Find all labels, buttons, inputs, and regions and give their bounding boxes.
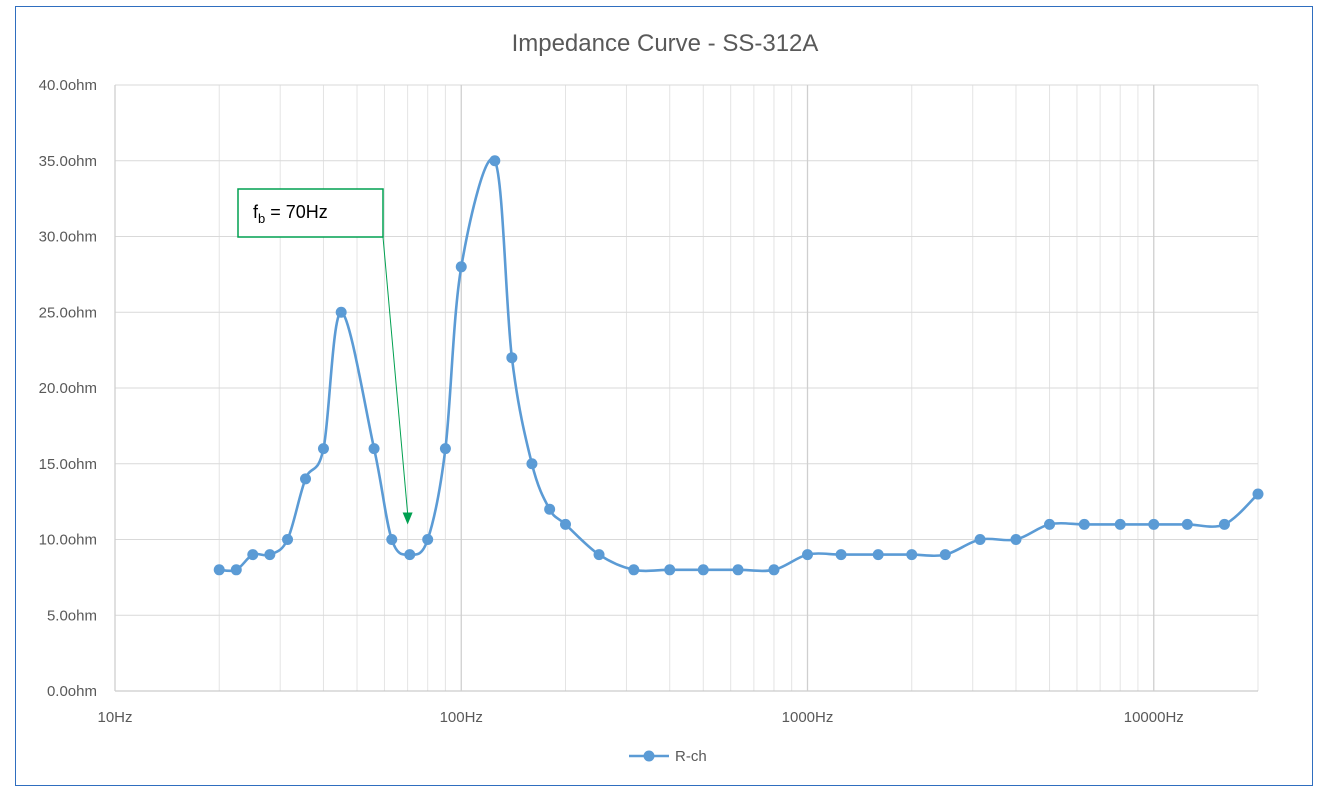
data-point-r-ch — [872, 549, 884, 561]
data-point-r-ch — [768, 564, 780, 576]
chart-frame: Impedance Curve - SS-312A 0.0ohm 5.0ohm 10… — [15, 6, 1313, 786]
data-point-r-ch — [422, 534, 434, 545]
data-point-r-ch — [404, 549, 416, 561]
data-point-r-ch — [974, 534, 986, 545]
y-tick-label: 5.0ohm — [47, 607, 97, 624]
data-point-r-ch — [439, 443, 451, 455]
legend-label-r-ch: R-ch — [675, 748, 707, 765]
data-point-r-ch — [628, 564, 640, 576]
data-point-r-ch — [300, 473, 312, 485]
x-tick-label: 10000Hz — [1124, 709, 1184, 726]
data-point-r-ch — [455, 261, 467, 273]
legend-marker-r-ch — [643, 750, 655, 762]
data-point-r-ch — [506, 352, 518, 364]
y-tick-label: 0.0ohm — [47, 683, 97, 700]
data-point-r-ch — [247, 549, 259, 561]
data-point-r-ch — [1252, 488, 1264, 500]
data-point-r-ch — [230, 564, 242, 576]
data-point-r-ch — [264, 549, 276, 561]
annotation-text: fb = 70Hz — [253, 202, 328, 226]
annotation-arrow — [382, 236, 409, 514]
chart-title: Impedance Curve - SS-312A — [512, 30, 819, 57]
data-point-r-ch — [544, 503, 556, 515]
annotation-arrowhead — [402, 512, 413, 525]
x-tick-label: 1000Hz — [782, 709, 834, 726]
data-point-r-ch — [1114, 518, 1126, 530]
data-point-r-ch — [213, 564, 225, 576]
data-point-r-ch — [835, 549, 847, 561]
data-point-r-ch — [906, 549, 918, 561]
annotation-box — [237, 188, 384, 238]
annotation-text-subscript: b — [258, 211, 265, 226]
y-tick-label: 20.0ohm — [39, 380, 97, 397]
data-point-r-ch — [802, 549, 814, 561]
y-tick-label: 10.0ohm — [39, 532, 97, 549]
data-point-r-ch — [526, 458, 538, 470]
y-tick-label: 40.0ohm — [39, 77, 97, 94]
data-point-r-ch — [593, 549, 605, 561]
data-point-r-ch — [559, 518, 571, 530]
data-point-r-ch — [1218, 518, 1230, 530]
data-point-r-ch — [1078, 518, 1090, 530]
data-point-r-ch — [282, 534, 294, 545]
legend: R-ch — [629, 748, 707, 765]
x-tick-label: 10Hz — [97, 709, 132, 726]
y-tick-label: 30.0ohm — [39, 229, 97, 246]
data-point-r-ch — [1044, 518, 1056, 530]
y-tick-labels: 0.0ohm 5.0ohm 10.0ohm 15.0ohm 20.0ohm 25.0ohm… — [39, 77, 97, 700]
y-tick-label: 35.0ohm — [39, 153, 97, 170]
series-markers — [213, 155, 1264, 576]
data-point-r-ch — [939, 549, 951, 561]
data-point-r-ch — [732, 564, 744, 576]
data-point-r-ch — [489, 155, 501, 167]
x-tick-labels: 10Hz 100Hz 1000Hz 10000Hz — [97, 709, 1183, 726]
data-point-r-ch — [1010, 534, 1022, 545]
annotation-text-rest: = 70Hz — [265, 202, 328, 222]
impedance-chart: Impedance Curve - SS-312A 0.0ohm 5.0ohm 10… — [39, 30, 1264, 765]
data-point-r-ch — [697, 564, 709, 576]
data-point-r-ch — [368, 443, 380, 455]
data-point-r-ch — [664, 564, 676, 576]
annotation-callout: fb = 70Hz — [237, 188, 413, 525]
grid-major — [114, 84, 1258, 692]
y-tick-label: 15.0ohm — [39, 456, 97, 473]
data-point-r-ch — [1181, 518, 1193, 530]
annotation-text-main: f — [253, 202, 259, 222]
data-point-r-ch — [317, 443, 329, 455]
data-point-r-ch — [335, 306, 347, 318]
data-point-r-ch — [386, 534, 398, 545]
y-tick-label: 25.0ohm — [39, 304, 97, 321]
data-point-r-ch — [1148, 518, 1160, 530]
x-tick-label: 100Hz — [440, 709, 483, 726]
